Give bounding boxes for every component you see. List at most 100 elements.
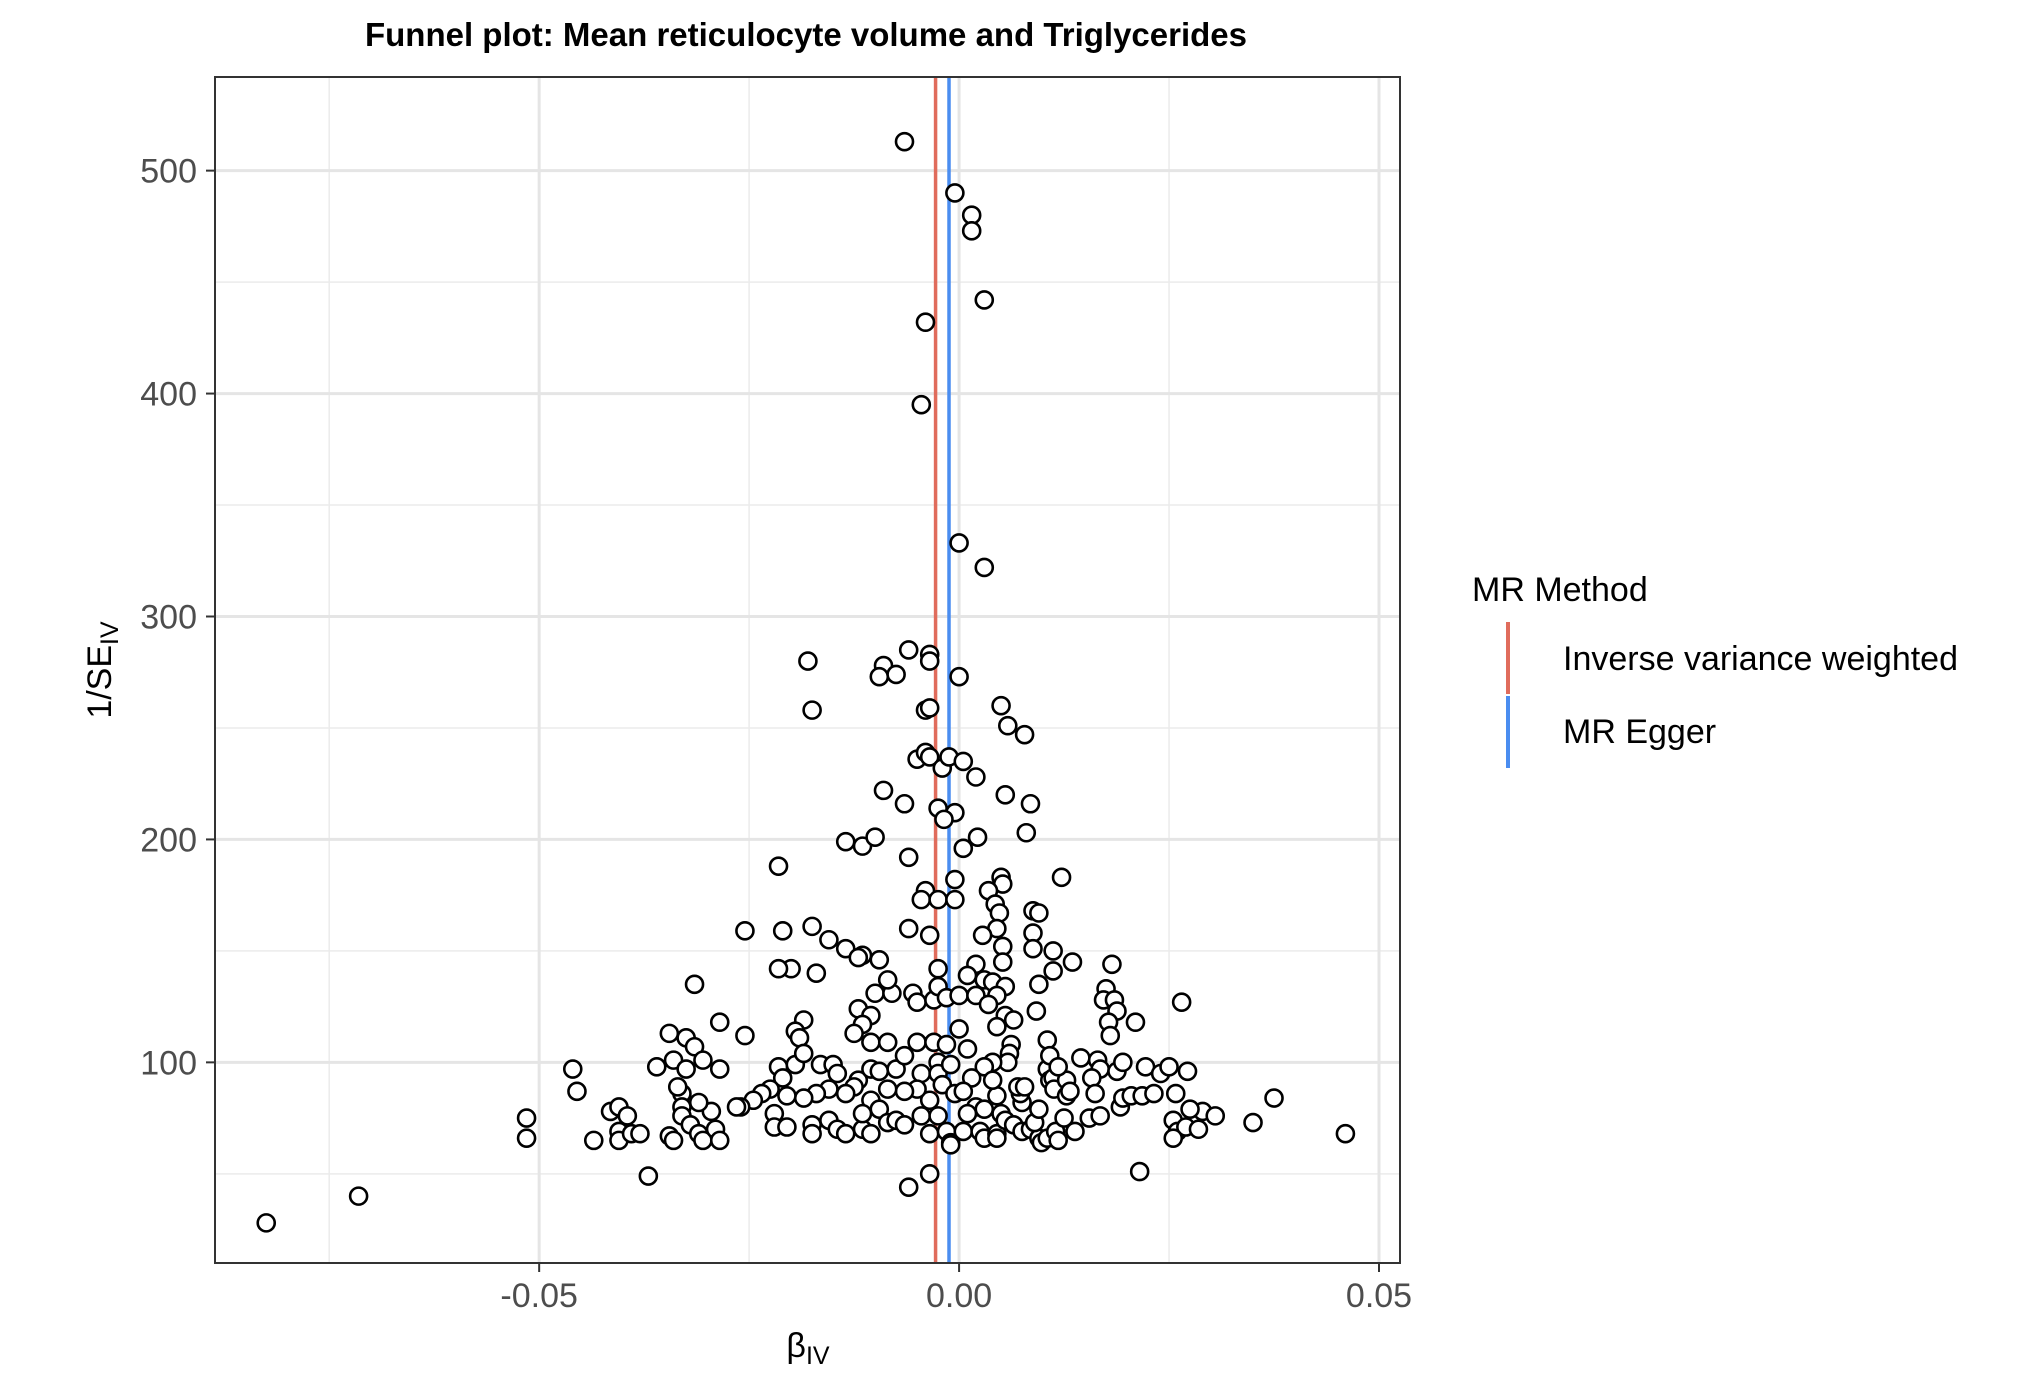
data-point [894,1045,915,1066]
data-point [667,1077,688,1097]
data-point [997,715,1018,736]
data-point [819,929,839,950]
data-point [911,889,932,910]
data-point [802,700,822,720]
data-point [877,970,898,990]
data-point [1014,724,1035,745]
data-point [1062,952,1083,972]
y-axis-ticks: 100 200 300 400 500 [140,153,215,1082]
data-point [949,666,969,687]
data-point [991,695,1011,716]
data-point [995,785,1016,805]
data-point [1144,1083,1164,1104]
data-point [646,1057,667,1077]
data-point [974,557,995,578]
data-point [688,1092,709,1113]
legend-title: MR Method [1472,571,1648,609]
data-point [1125,1012,1146,1033]
data-point [957,965,978,986]
data-point [798,651,818,671]
data-point [894,1081,915,1102]
data-point [835,1123,856,1144]
data-point [1060,1081,1080,1102]
data-point [898,640,919,660]
data-point [966,767,986,787]
data-point [1023,938,1043,959]
data-point [1020,793,1041,814]
data-point [865,983,885,1004]
data-point [919,1090,940,1111]
data-point [1335,1123,1356,1144]
data-point [1165,1083,1186,1104]
data-point [949,985,969,1006]
data-point [1026,1001,1047,1021]
data-point [709,1059,730,1079]
data-point [940,1135,961,1155]
data-points [256,131,1356,1233]
data-point [516,1128,537,1148]
data-point [630,1123,650,1144]
data-point [1029,1099,1049,1119]
data-point [974,290,995,310]
data-point [877,1079,898,1099]
data-point [972,925,993,946]
y-tick-label: 200 [140,821,197,859]
x-tick-label: 0.05 [1346,1277,1412,1315]
data-point [1171,992,1192,1012]
data-point [1205,1106,1226,1126]
data-point [806,963,827,983]
data-point [1003,1010,1024,1030]
y-tick-label: 100 [140,1044,197,1082]
data-point [1037,1030,1058,1050]
data-point [865,827,885,847]
data-point [1014,1077,1035,1097]
data-point [861,1032,881,1053]
data-point [869,950,890,970]
x-axis-title-sub: IV [806,1342,830,1370]
data-point [852,1103,873,1124]
legend-label-ivw: Inverse variance weighted [1563,640,1958,678]
data-point [894,793,915,814]
data-point [1048,1130,1068,1151]
data-point [869,666,890,687]
data-point [886,664,906,685]
data-point [638,1166,659,1186]
data-point [709,1012,730,1033]
data-point [693,1050,713,1070]
data-point [1071,1048,1091,1068]
data-point [974,1099,995,1119]
data-point [967,827,988,847]
x-axis-title: βIV [786,1327,830,1370]
data-point [663,1130,684,1151]
data-point [953,751,974,772]
data-point [772,1068,793,1088]
data-point [982,1070,1003,1090]
data-point [1264,1088,1284,1108]
data-point [987,1128,1007,1148]
data-point [953,1121,974,1142]
data-point [978,994,999,1015]
data-point [1085,1083,1105,1104]
data-point [777,1086,797,1106]
data-point [919,925,940,946]
data-point [844,1023,864,1044]
data-point [877,1032,898,1053]
data-point [735,1025,755,1046]
y-tick-label: 300 [140,598,197,636]
y-axis-title: 1/SEIV [81,621,124,719]
data-point [987,1016,1007,1037]
data-point [777,1117,797,1137]
data-point [957,1103,978,1124]
data-point [1100,1025,1121,1046]
data-point [898,1177,919,1198]
data-point [911,1106,932,1126]
data-point [911,1063,932,1084]
data-point [894,131,915,152]
data-point [562,1059,583,1079]
data-point [987,1086,1007,1106]
chart-title: Funnel plot: Mean reticulocyte volume an… [365,16,1247,53]
data-point [945,183,965,203]
data-point [934,809,954,830]
data-point [256,1213,277,1233]
